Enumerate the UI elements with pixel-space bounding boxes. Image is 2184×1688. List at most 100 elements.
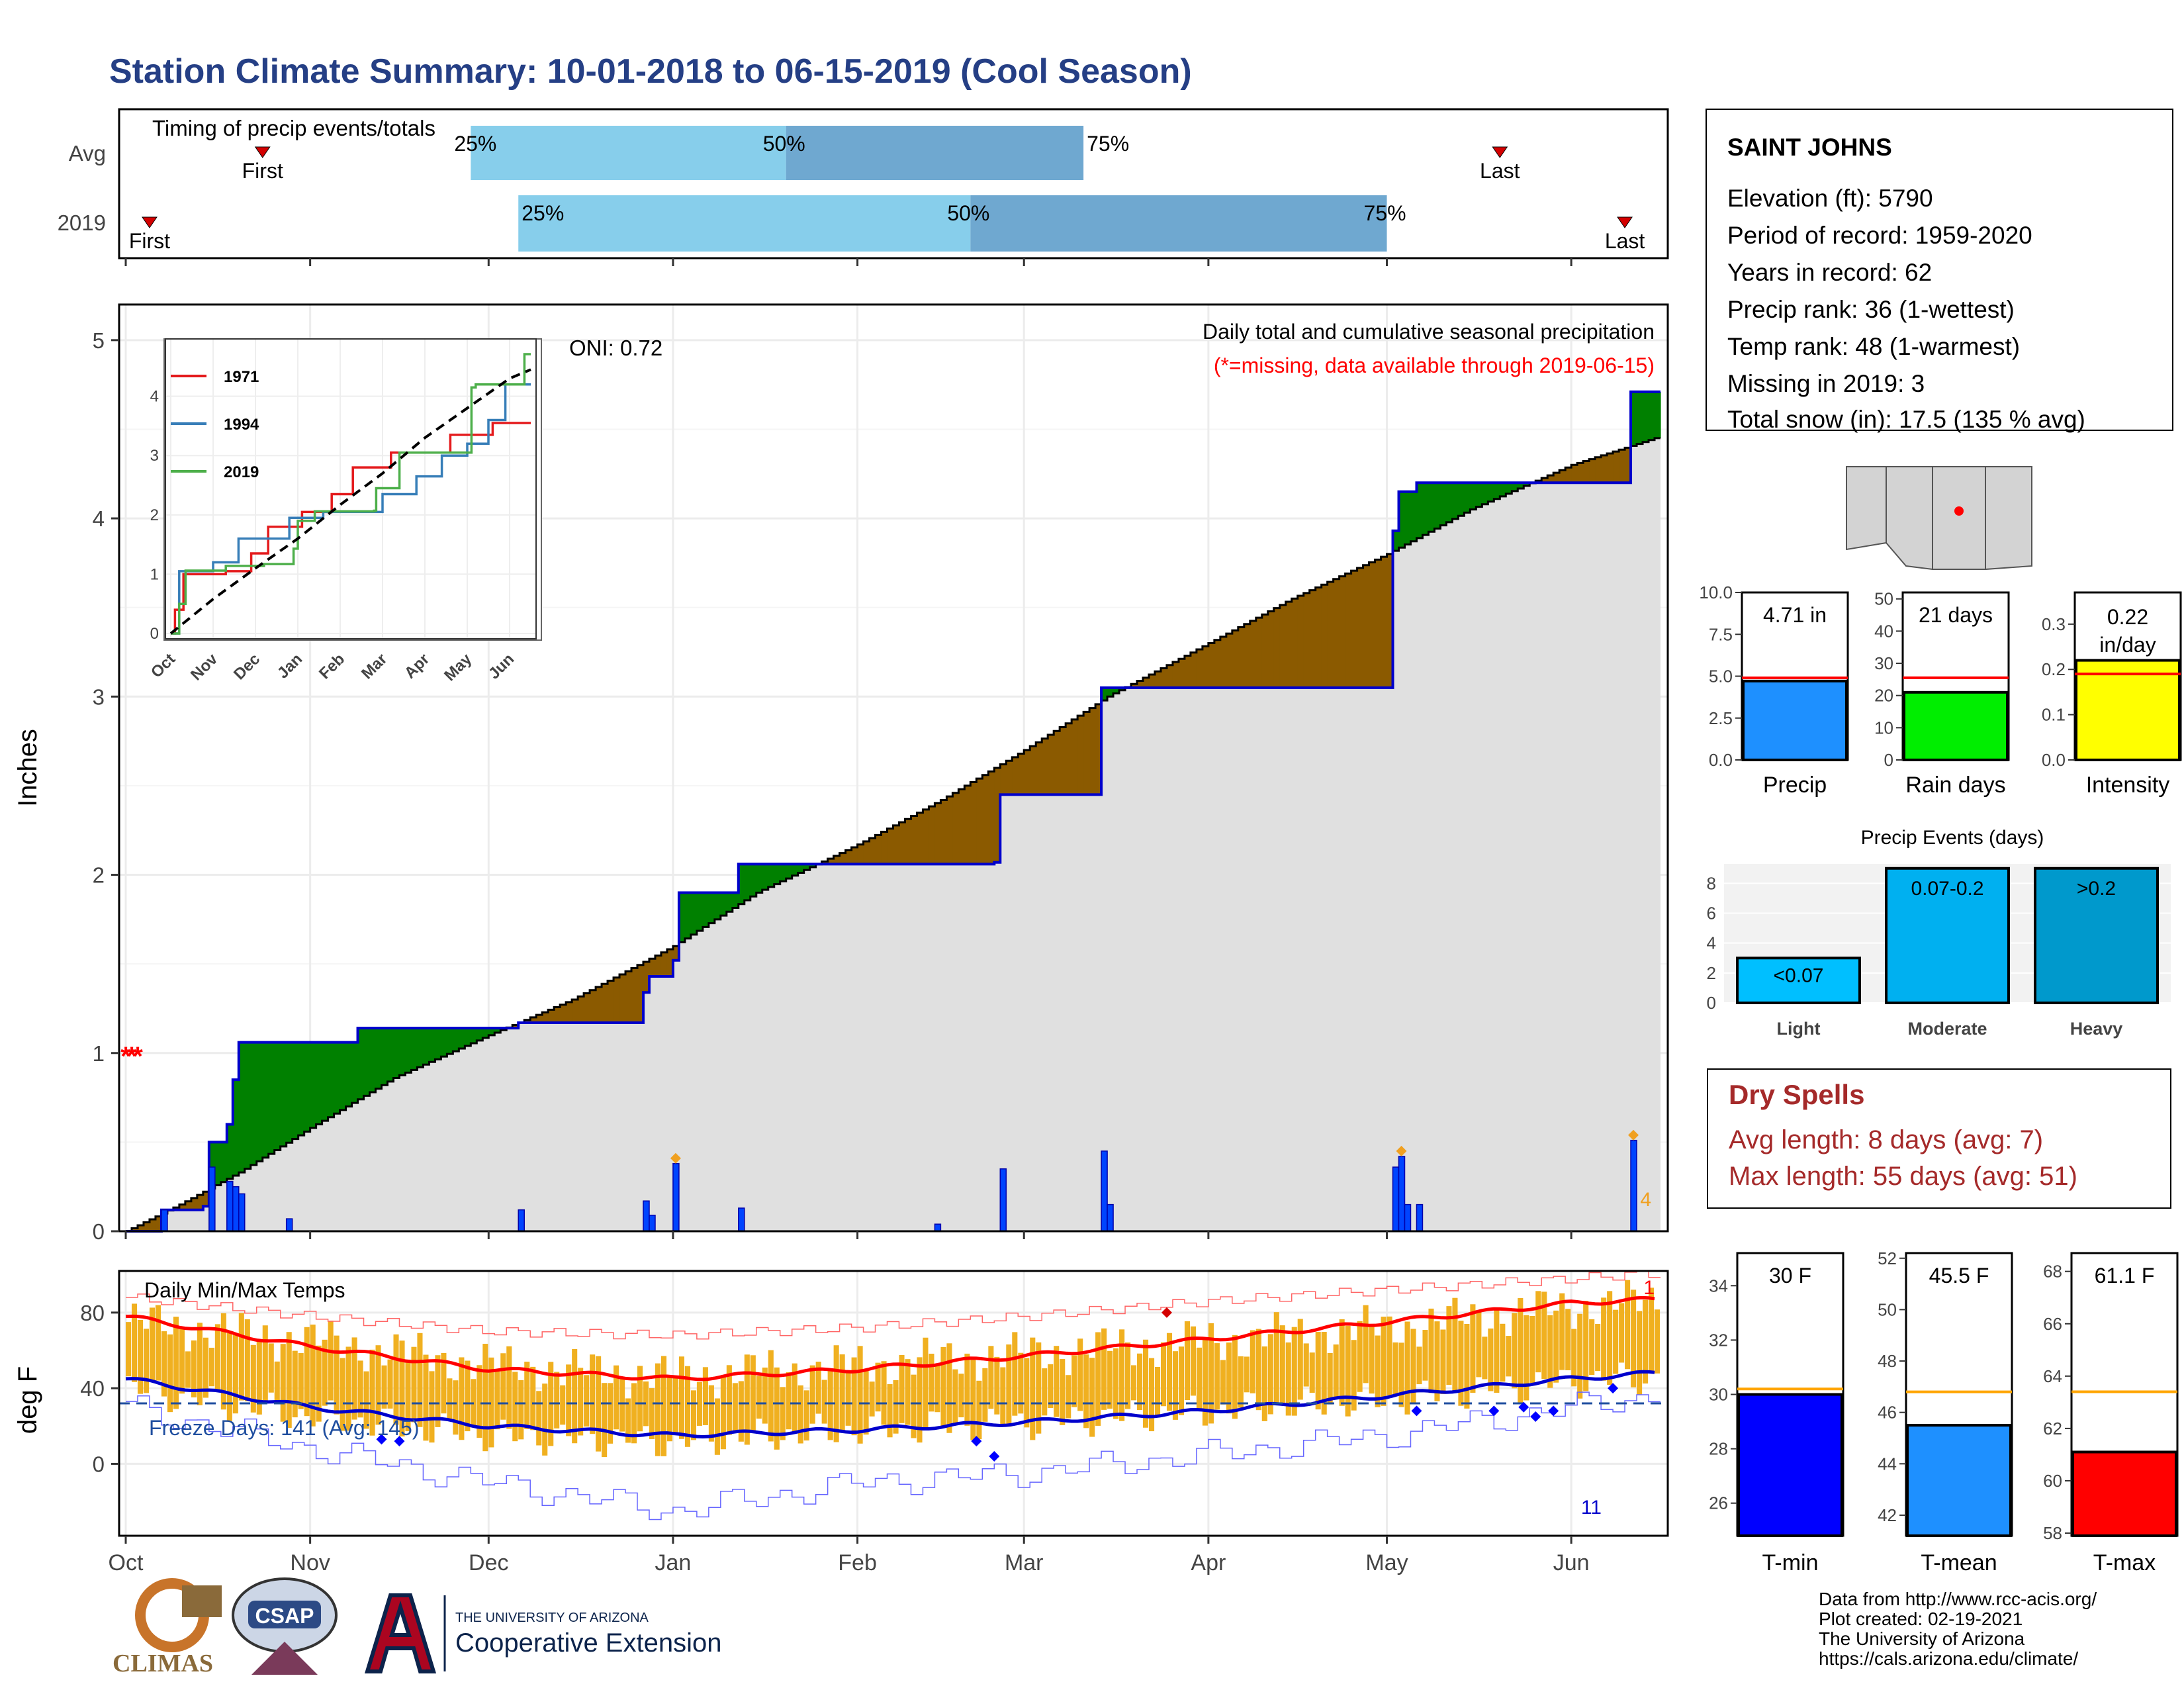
daily-temp-bar [596, 1356, 602, 1452]
daily-temp-bar [1571, 1329, 1577, 1387]
deficit-slice [1214, 639, 1221, 688]
climas-logo: CLIMAS [113, 1578, 222, 1677]
small-panel-ytick-label-1-0: 42 [1878, 1505, 1897, 1525]
daily-temp-bar [833, 1345, 839, 1442]
daily-temp-bar [357, 1360, 363, 1418]
daily-temp-bar [1148, 1358, 1155, 1432]
small-panel-ytick-label-0-2: 30 [1709, 1385, 1728, 1405]
credit-line-3: The University of Arizona [1819, 1628, 2025, 1649]
surplus-slice [756, 864, 763, 893]
daily-precip-bar-11 [934, 1223, 942, 1232]
station-box-frame [1706, 109, 2173, 431]
events-category-label-light: Light [1777, 1019, 1821, 1039]
ua-line2: Cooperative Extension [455, 1628, 721, 1658]
record-cold-marker-7 [1530, 1411, 1541, 1422]
surplus-slice [1482, 483, 1488, 504]
surplus-slice [1631, 391, 1637, 446]
surplus-slice [1404, 491, 1412, 545]
small-panel-ytick-label-0-4: 10.0 [1699, 583, 1733, 602]
daily-temp-bar [1071, 1355, 1077, 1407]
surplus-slice [399, 1028, 406, 1076]
deficit-slice [524, 1019, 531, 1023]
surplus-slice [708, 892, 715, 923]
daily-temp-bar [274, 1361, 280, 1403]
surplus-slice [1476, 483, 1482, 507]
csap-text: CSAP [255, 1604, 314, 1628]
inset-ytick-label-4: 4 [150, 388, 159, 406]
events-title: Precip Events (days) [1861, 827, 2044, 849]
daily-temp-bar [1309, 1352, 1315, 1393]
daily-temp-bar [1255, 1329, 1261, 1411]
daily-temp-bar [292, 1350, 298, 1418]
small-panel-ytick-label-1-1: 10 [1874, 718, 1893, 737]
deficit-slice [952, 792, 959, 865]
daily-temp-bar [161, 1331, 167, 1397]
daily-temp-bar [191, 1340, 197, 1398]
surplus-slice [1428, 483, 1435, 532]
surplus-slice [441, 1028, 447, 1057]
daily-temp-bar [1404, 1321, 1410, 1415]
arizona-locator-map [1846, 463, 2032, 576]
deficit-slice [672, 946, 680, 961]
deficit-slice [536, 1015, 543, 1023]
daily-temp-bar [399, 1340, 405, 1436]
daily-precip-bar-0 [161, 1209, 168, 1232]
daily-precip-bar-7 [643, 1200, 650, 1232]
surplus-slice [732, 892, 739, 908]
deficit-slice [143, 1222, 150, 1231]
daily-temp-bar [1297, 1319, 1303, 1400]
surplus-slice [1452, 483, 1459, 520]
seasonal-temp-bars: 26 28 30 32 34 30 F T-min 42 44 46 48 50 52 45.5 F T-m… [1709, 1248, 2179, 1575]
inset-ytick-label-2: 2 [150, 506, 159, 524]
daily-temp-bar [1101, 1328, 1107, 1410]
deficit-slice [1601, 455, 1608, 483]
deficit-slice [1160, 668, 1167, 688]
deficit-slice [1089, 708, 1096, 795]
surplus-slice [726, 892, 733, 912]
deficit-slice [958, 789, 965, 865]
daily-temp-bar [1619, 1303, 1625, 1363]
inset-series-line-2019 [171, 353, 531, 635]
deficit-slice [1018, 753, 1024, 795]
deficit-slice [203, 1192, 210, 1207]
deficit-slice [1071, 719, 1078, 795]
daily-temp-bar [708, 1385, 714, 1442]
climas-block [182, 1585, 222, 1617]
daily-temp-bar [988, 1346, 994, 1409]
deficit-slice [1571, 465, 1578, 483]
deficit-slice [1387, 553, 1394, 688]
surplus-slice [1488, 483, 1494, 502]
small-panel-bar-tmean [1906, 1424, 2012, 1537]
deficit-slice [1131, 684, 1138, 688]
surplus-slice [702, 892, 709, 927]
surplus-slice [744, 864, 751, 900]
deficit-slice [1309, 590, 1316, 688]
surplus-slice [768, 864, 775, 887]
deficit-slice [512, 1025, 519, 1029]
daily-temp-bar [690, 1390, 696, 1440]
deficit-slice [1303, 592, 1310, 688]
daily-temp-bar [280, 1344, 286, 1422]
temp-count-bottom: 11 [1581, 1497, 1602, 1519]
surplus-slice [1500, 483, 1506, 496]
daily-temp-bar [923, 1337, 929, 1429]
precip-ytick-label-1: 1 [93, 1041, 105, 1066]
deficit-slice [185, 1201, 192, 1210]
small-panel-value-0: 30 F [1769, 1264, 1811, 1288]
temp-axes: Oct Nov Dec Jan Feb Mar Apr May Jun 0 40 80 [80, 1301, 1589, 1575]
surplus-slice [381, 1028, 388, 1086]
daily-temp-bar [1208, 1323, 1214, 1424]
x-tick-label-mar: Mar [1005, 1550, 1044, 1575]
ua-a-mark [364, 1593, 437, 1673]
deficit-slice [976, 778, 983, 865]
daily-temp-bar [774, 1367, 780, 1450]
daily-temp-bar [1113, 1348, 1119, 1419]
daily-temp-bar [1279, 1325, 1285, 1405]
daily-precip-bar-6 [518, 1209, 525, 1232]
surplus-slice [1107, 687, 1114, 697]
daily-temp-bar [185, 1351, 191, 1388]
daily-temp-bar [244, 1319, 250, 1401]
deficit-slice [1583, 461, 1590, 483]
small-panel-ytick-label-2-0: 58 [2043, 1523, 2062, 1543]
deficit-slice [1250, 620, 1257, 688]
